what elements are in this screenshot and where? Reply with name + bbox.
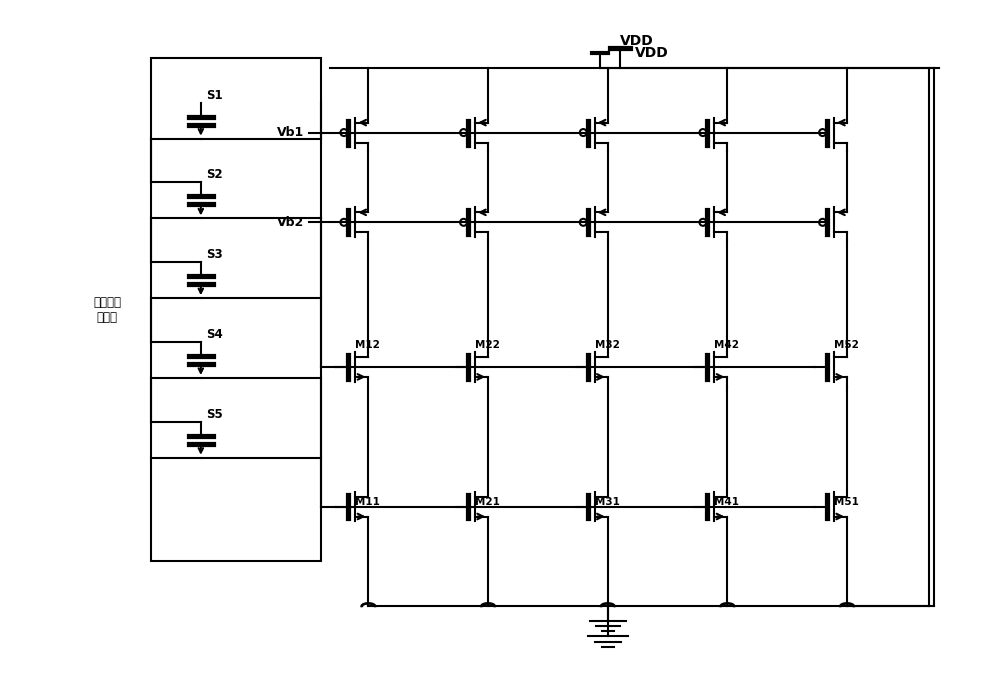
Text: S5: S5 bbox=[206, 408, 223, 421]
Text: M11: M11 bbox=[355, 497, 380, 507]
Text: VDD: VDD bbox=[635, 46, 668, 60]
Text: M21: M21 bbox=[475, 497, 500, 507]
Text: S2: S2 bbox=[206, 168, 222, 181]
Text: S3: S3 bbox=[206, 248, 222, 262]
Text: S4: S4 bbox=[206, 328, 223, 341]
Text: M51: M51 bbox=[834, 497, 859, 507]
Text: M52: M52 bbox=[834, 340, 859, 350]
Text: M41: M41 bbox=[714, 497, 739, 507]
Text: Vb2: Vb2 bbox=[277, 216, 304, 228]
Text: Vb1: Vb1 bbox=[277, 126, 304, 139]
Text: M12: M12 bbox=[355, 340, 380, 350]
Text: S1: S1 bbox=[206, 89, 222, 102]
Text: M31: M31 bbox=[595, 497, 620, 507]
Text: 接电压产
生电路: 接电压产 生电路 bbox=[93, 296, 121, 324]
Text: M22: M22 bbox=[475, 340, 500, 350]
Text: M42: M42 bbox=[714, 340, 739, 350]
Text: M32: M32 bbox=[595, 340, 620, 350]
Text: VDD: VDD bbox=[620, 34, 653, 48]
Bar bbox=[151, 58, 320, 561]
